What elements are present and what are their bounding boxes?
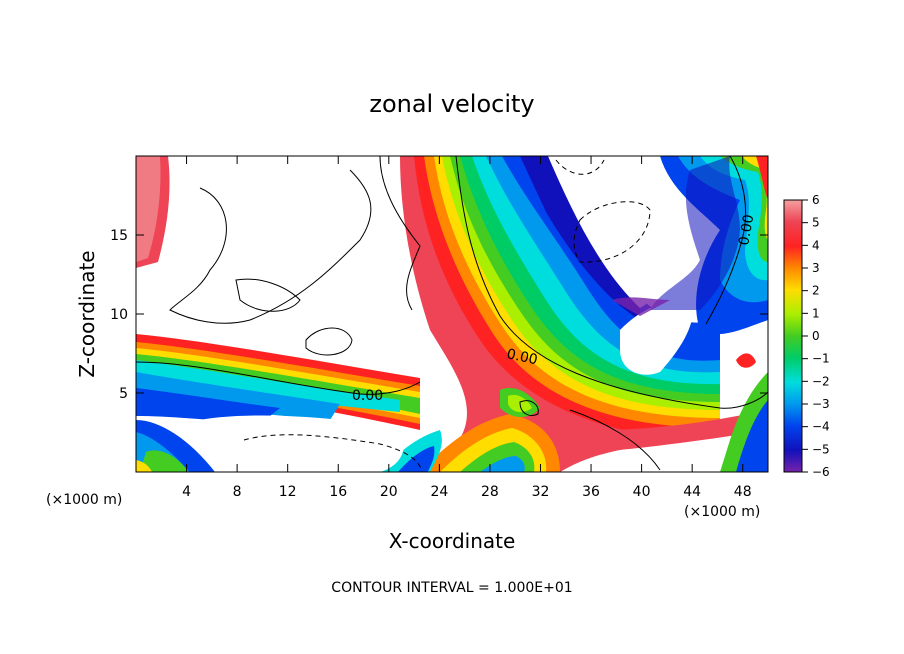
colorbar-ticks: 6 5 4 3 2 1 0 −1 −2 −3 −4 −5 −6 xyxy=(802,193,830,479)
colorbar-tick-label: 3 xyxy=(812,261,820,275)
x-tick-label: 20 xyxy=(380,484,398,500)
x-axis: 4 8 12 16 20 24 28 32 36 40 44 48 xyxy=(182,156,752,500)
contour-interval-note: CONTOUR INTERVAL = 1.000E+01 xyxy=(331,580,572,596)
contour-labels: 0.00 0.00 0.00 xyxy=(352,213,757,404)
y-tick-label: 5 xyxy=(119,386,128,402)
colorbar-tick-label: −2 xyxy=(812,374,830,388)
velocity-field xyxy=(136,156,768,472)
y-axis: 5 10 15 xyxy=(110,228,768,402)
y-axis-title: Z-coordinate xyxy=(75,250,99,377)
colorbar-tick-label: 0 xyxy=(812,329,820,343)
x-tick-label: 8 xyxy=(233,484,242,500)
colorbar-tick-label: 6 xyxy=(812,193,820,207)
x-tick-label: 44 xyxy=(683,484,701,500)
colorbar-tick-label: 2 xyxy=(812,284,820,298)
colorbar-tick-label: −6 xyxy=(812,465,830,479)
x-tick-label: 40 xyxy=(633,484,651,500)
colorbar-tick-label: 1 xyxy=(812,306,820,320)
x-tick-label: 36 xyxy=(582,484,600,500)
colorbar-tick-label: 5 xyxy=(812,216,820,230)
y-tick-label: 10 xyxy=(110,307,128,323)
colorbar-gradient xyxy=(783,199,803,473)
colorbar-tick-label: 4 xyxy=(812,238,820,252)
y-tick-label: 15 xyxy=(110,228,128,244)
colorbar-tick-label: −5 xyxy=(812,442,830,456)
x-axis-title: X-coordinate xyxy=(389,529,516,553)
contour-lines xyxy=(136,156,768,472)
x-tick-label: 12 xyxy=(279,484,297,500)
x-unit-note-right: (×1000 m) xyxy=(684,504,760,520)
x-tick-label: 16 xyxy=(329,484,347,500)
x-tick-label: 32 xyxy=(532,484,550,500)
colorbar-tick-label: −4 xyxy=(812,420,830,434)
chart-title: zonal velocity xyxy=(369,90,534,118)
x-tick-label: 48 xyxy=(734,484,752,500)
contour-label: 0.00 xyxy=(505,346,539,368)
colorbar-tick-label: −3 xyxy=(812,397,830,411)
x-tick-label: 28 xyxy=(481,484,499,500)
x-unit-note-left: (×1000 m) xyxy=(46,492,122,508)
x-tick-label: 4 xyxy=(182,484,191,500)
colorbar: 6 5 4 3 2 1 0 −1 −2 −3 −4 −5 −6 xyxy=(783,193,830,479)
colorbar-tick-label: −1 xyxy=(812,352,830,366)
x-tick-label: 24 xyxy=(430,484,448,500)
contour-label: 0.00 xyxy=(736,213,757,246)
contour-label: 0.00 xyxy=(352,388,383,404)
